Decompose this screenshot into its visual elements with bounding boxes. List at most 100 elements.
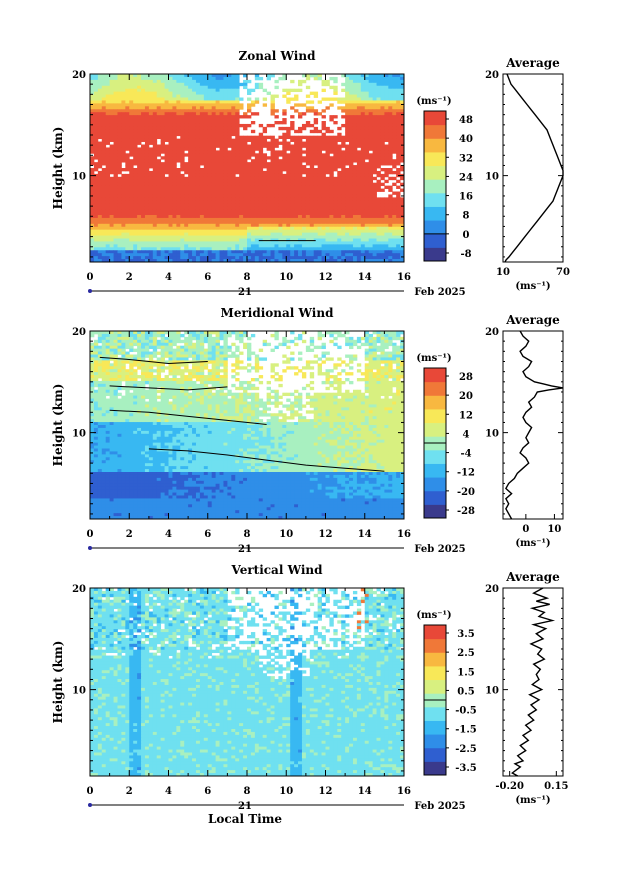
heatmap-cell — [368, 206, 374, 210]
heatmap-cell — [294, 153, 299, 157]
heatmap-cell — [258, 197, 264, 201]
heatmap-cell — [384, 250, 389, 254]
heatmap-cell — [168, 123, 173, 128]
heatmap-cell — [301, 168, 307, 172]
x-tick-label: 10 — [279, 272, 293, 283]
heatmap-cell — [254, 250, 260, 254]
heatmap-cell — [384, 168, 389, 172]
heatmap-cell — [141, 121, 146, 125]
heatmap-cell — [250, 188, 256, 192]
heatmap-cell — [90, 129, 95, 134]
heatmap-cell — [180, 162, 185, 166]
heatmap-cell — [239, 103, 244, 107]
heatmap-cell — [93, 206, 99, 210]
heatmap-cell — [258, 138, 264, 142]
heatmap-cell — [337, 138, 342, 142]
heatmap-cell — [160, 156, 165, 160]
heatmap-cell — [195, 126, 201, 131]
heatmap-cell — [223, 250, 228, 254]
heatmap-cell — [164, 126, 169, 131]
heatmap-cell — [113, 212, 118, 216]
heatmap-cell — [243, 153, 248, 157]
heatmap-cell — [258, 132, 264, 137]
heatmap-cell — [333, 215, 338, 219]
heatmap-cell — [372, 226, 377, 231]
heatmap-cell — [121, 135, 126, 140]
heatmap-cell — [125, 259, 130, 262]
heatmap-cell — [152, 118, 158, 122]
heatmap-cell — [317, 333, 322, 338]
heatmap-cell — [333, 168, 338, 172]
heatmap-cell — [168, 121, 173, 125]
heatmap-cell — [290, 173, 295, 178]
heatmap-cell — [341, 244, 346, 248]
heatmap-cell — [333, 232, 338, 236]
heatmap-cell — [164, 159, 169, 163]
heatmap-cell — [388, 185, 393, 189]
heatmap-cell — [121, 150, 126, 154]
heatmap-cell — [172, 188, 177, 192]
heatmap-cell — [388, 150, 393, 154]
heatmap-cell — [364, 156, 370, 160]
heatmap-cell — [121, 209, 126, 213]
heatmap-cell — [144, 241, 150, 245]
heatmap-cell — [368, 176, 374, 181]
colorbar-swatch — [424, 111, 446, 126]
heatmap-cell — [274, 79, 279, 84]
heatmap-cell — [388, 203, 393, 207]
heatmap-cell — [352, 74, 358, 78]
heatmap-cell — [109, 220, 114, 225]
heatmap-cell — [93, 123, 99, 128]
heatmap-cell — [97, 106, 103, 110]
heatmap-cell — [211, 170, 217, 175]
heatmap-cell — [258, 226, 264, 231]
heatmap-cell — [282, 235, 287, 239]
heatmap-cell — [203, 235, 209, 239]
heatmap-cell — [333, 256, 338, 260]
heatmap-cell — [125, 333, 130, 338]
heatmap-cell — [352, 159, 358, 163]
heatmap-cell — [192, 197, 197, 201]
heatmap-cell — [152, 121, 158, 125]
heatmap-cell — [97, 333, 103, 338]
heatmap-cell — [364, 118, 370, 122]
heatmap-cell — [215, 241, 220, 245]
heatmap-cell — [195, 79, 201, 84]
heatmap-cell — [270, 179, 275, 184]
heatmap-cell — [305, 200, 311, 204]
heatmap-cell — [250, 220, 256, 225]
heatmap-cell — [356, 339, 362, 344]
heatmap-cell — [301, 74, 307, 78]
heatmap-cell — [364, 115, 370, 119]
heatmap-cell — [352, 141, 358, 145]
heatmap-cell — [195, 88, 201, 93]
heatmap-cell — [125, 109, 130, 113]
heatmap-cell — [97, 156, 103, 160]
heatmap-cell — [172, 138, 177, 142]
heatmap-cell — [262, 241, 268, 245]
heatmap-cell — [274, 176, 279, 181]
heatmap-cell — [105, 182, 111, 187]
heatmap-cell — [325, 106, 330, 110]
heatmap-cell — [113, 94, 118, 98]
heatmap-cell — [309, 220, 315, 225]
heatmap-cell — [184, 238, 189, 242]
heatmap-cell — [384, 241, 389, 245]
heatmap-cell — [215, 100, 220, 104]
heatmap-cell — [144, 115, 150, 119]
heatmap-cell — [168, 135, 173, 140]
heatmap-cell — [250, 215, 256, 219]
heatmap-cell — [329, 259, 334, 262]
heatmap-cell — [372, 141, 377, 145]
heatmap-cell — [278, 126, 283, 131]
heatmap-cell — [137, 215, 142, 219]
heatmap-cell — [113, 223, 118, 228]
heatmap-cell — [137, 162, 142, 166]
heatmap-cell — [396, 112, 401, 116]
heatmap-cell — [188, 168, 193, 172]
heatmap-cell — [199, 82, 205, 87]
heatmap-cell — [247, 232, 252, 236]
heatmap-cell — [294, 215, 299, 219]
heatmap-cell — [203, 74, 209, 78]
heatmap-cell — [203, 229, 209, 234]
